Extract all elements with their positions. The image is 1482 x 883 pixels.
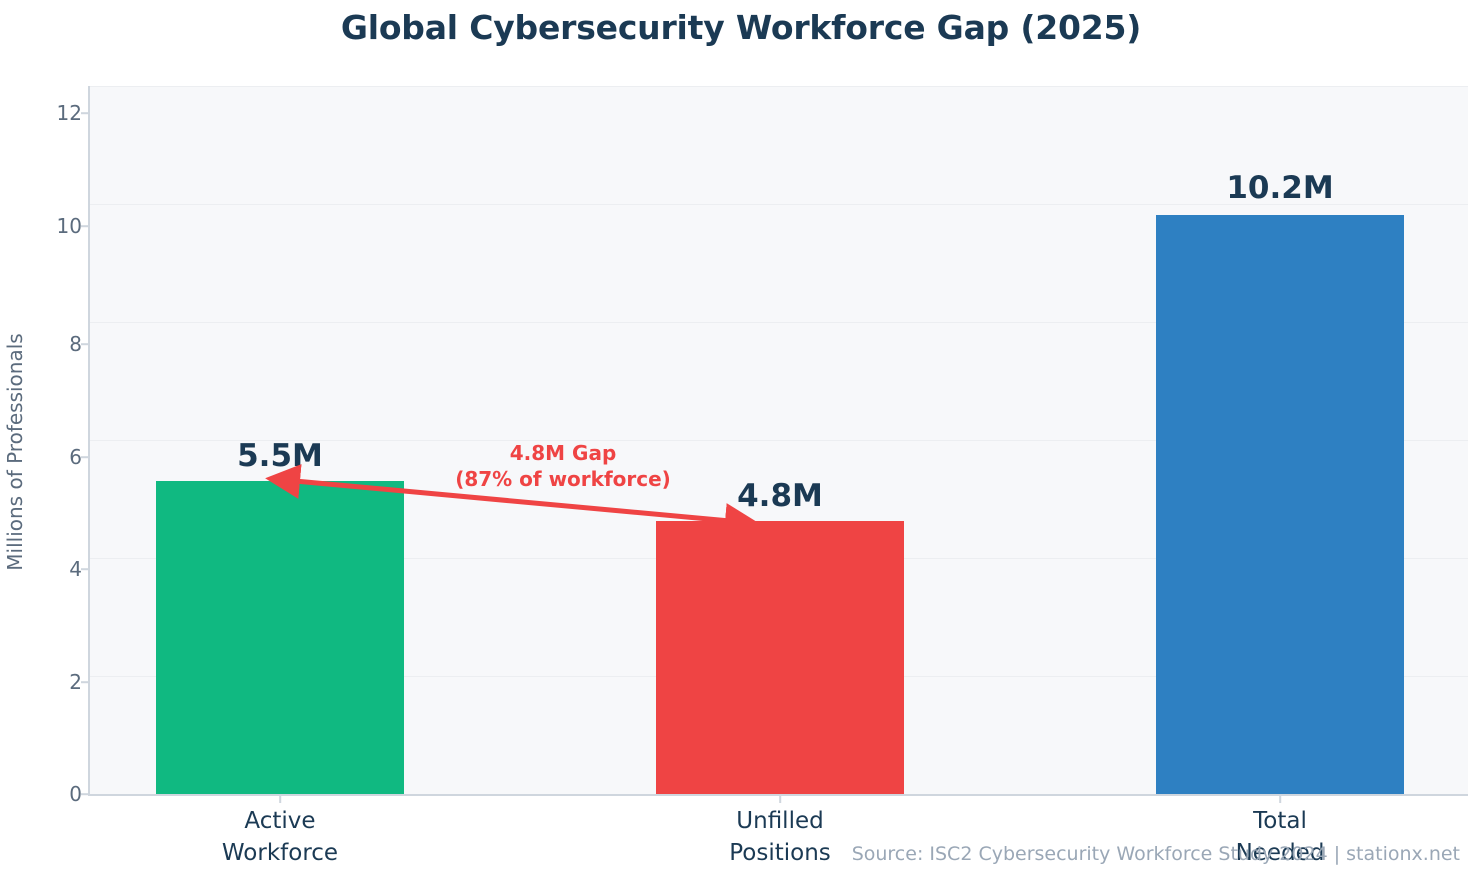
bar-unfilled-positions[interactable] [656, 521, 904, 794]
x-tick-mark [779, 796, 781, 803]
y-tick-mark [81, 225, 88, 227]
bar-active-workforce[interactable] [156, 481, 404, 794]
gridline [89, 440, 1468, 441]
x-tick-label-total-needed: Total Needed [1235, 808, 1325, 866]
x-axis-line [89, 794, 1468, 796]
gridline [89, 204, 1468, 205]
y-tick-label-4: 4 [69, 557, 82, 581]
x-tick-label-unfilled-positions: Unfilled Positions [729, 808, 831, 866]
y-axis-line [88, 86, 90, 796]
source-note: Source: ISC2 Cybersecurity Workforce Stu… [851, 843, 1460, 865]
y-tick-mark [81, 681, 88, 683]
y-tick-label-8: 8 [69, 332, 82, 356]
y-tick-label-12: 12 [56, 101, 82, 125]
gridline [89, 322, 1468, 323]
y-tick-label-6: 6 [69, 445, 82, 469]
y-tick-mark [81, 112, 88, 114]
x-tick-mark [1279, 796, 1281, 803]
y-tick-label-10: 10 [56, 214, 82, 238]
y-tick-label-0: 0 [69, 782, 82, 806]
gridline [89, 86, 1468, 87]
y-tick-mark [81, 343, 88, 345]
y-axis-title: Millions of Professionals [3, 333, 27, 571]
y-tick-label-2: 2 [69, 670, 82, 694]
y-tick-mark [81, 793, 88, 795]
bar-total-needed[interactable] [1156, 215, 1404, 794]
bar-value-label-total-needed: 10.2M [1226, 170, 1334, 206]
y-tick-mark [81, 456, 88, 458]
bar-value-label-active-workforce: 5.5M [237, 438, 323, 474]
x-tick-mark [279, 796, 281, 803]
page-title: Global Cybersecurity Workforce Gap (2025… [340, 8, 1142, 47]
x-tick-label-active-workforce: Active Workforce [221, 808, 339, 866]
gap-annotation-label: 4.8M Gap (87% of workforce) [455, 441, 671, 491]
y-tick-mark [81, 568, 88, 570]
